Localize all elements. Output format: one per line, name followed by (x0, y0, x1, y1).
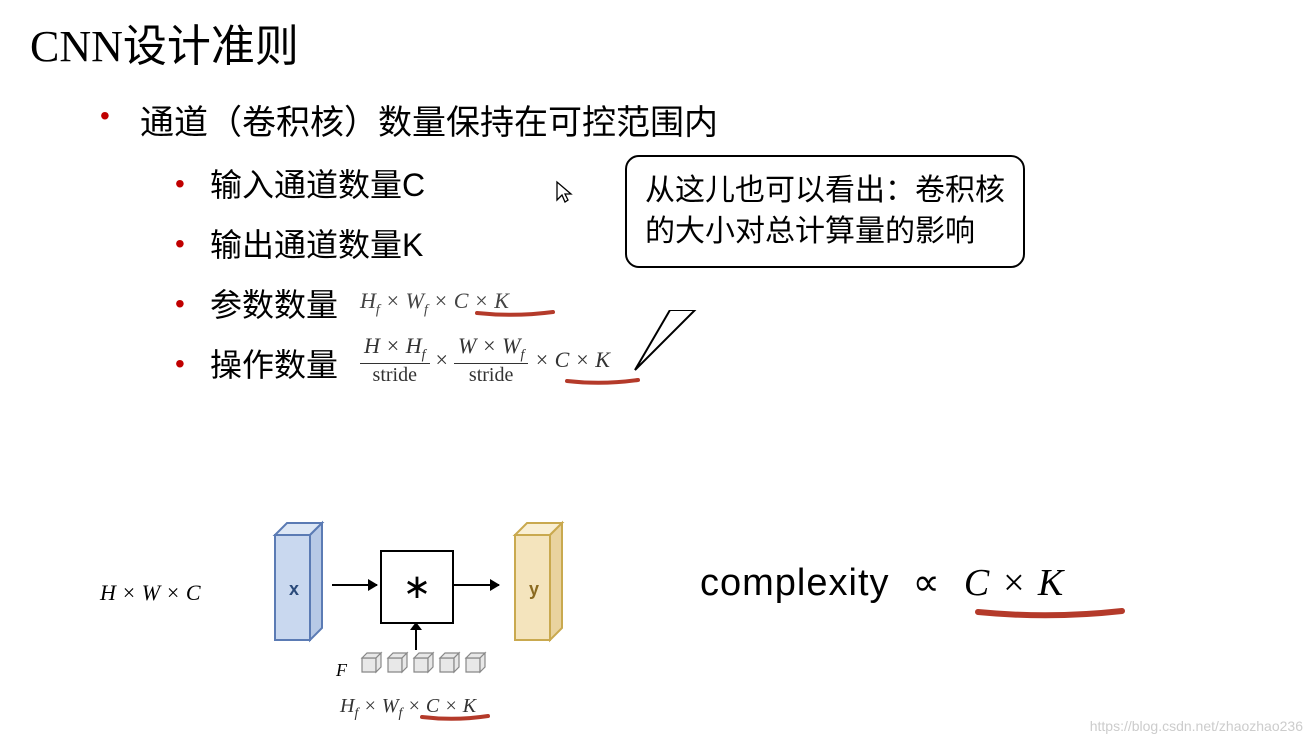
bullet-dot-icon: • (175, 348, 185, 380)
bullet-dot-icon: • (175, 288, 185, 320)
filter-label: F (336, 660, 347, 681)
bullet-input-channels: 输入通道数量C (210, 160, 425, 206)
bullet-dot-icon: • (175, 228, 185, 260)
conv-diagram: H × W × C x ∗ y F (100, 510, 620, 730)
ops-den1: stride (369, 364, 421, 386)
input-dims-label: H × W × C (100, 580, 201, 606)
arrow-icon (332, 584, 377, 586)
bullet-param-count: 参数数量 (210, 280, 338, 326)
callout-tail-icon (630, 310, 700, 380)
ops-tail: × C × K (534, 347, 610, 373)
times-sym: × (436, 347, 448, 373)
slide: CNN设计准则 • 通道（卷积核）数量保持在可控范围内 • 输入通道数量C • … (0, 0, 1315, 742)
prop-sym: ∝ (913, 562, 941, 604)
callout-box: 从这儿也可以看出：卷积核的大小对总计算量的影响 (625, 155, 1025, 268)
input-tensor-icon: x (265, 520, 330, 650)
conv-op-box: ∗ (380, 550, 454, 624)
arrow-icon (454, 584, 499, 586)
underline-icon (565, 376, 640, 386)
complexity-word: complexity (700, 562, 890, 604)
complexity-expression: complexity ∝ C × K (700, 560, 1064, 605)
svg-text:y: y (529, 579, 539, 599)
bullet-output-channels: 输出通道数量K (210, 220, 423, 266)
underline-icon (420, 712, 490, 722)
cursor-icon (555, 180, 573, 210)
bullet-level1: 通道（卷积核）数量保持在可控范围内 (140, 95, 718, 144)
filter-cubes-icon (358, 650, 488, 680)
ops-num2: W × Wf (454, 334, 528, 364)
watermark: https://blog.csdn.net/zhaozhao236 (1090, 718, 1303, 734)
slide-title: CNN设计准则 (30, 10, 299, 74)
complexity-rhs: C × K (964, 562, 1064, 604)
bullet-dot-icon: • (175, 168, 185, 200)
svg-text:x: x (289, 579, 299, 599)
underline-icon (975, 606, 1125, 620)
ops-den2: stride (465, 364, 517, 386)
ops-num1: H × Hf (360, 334, 430, 364)
bullet-op-count: 操作数量 (210, 340, 338, 386)
bullet-dot-icon: • (100, 100, 110, 132)
underline-icon (475, 308, 555, 318)
arrow-up-icon (409, 622, 423, 652)
output-tensor-icon: y (505, 520, 570, 650)
